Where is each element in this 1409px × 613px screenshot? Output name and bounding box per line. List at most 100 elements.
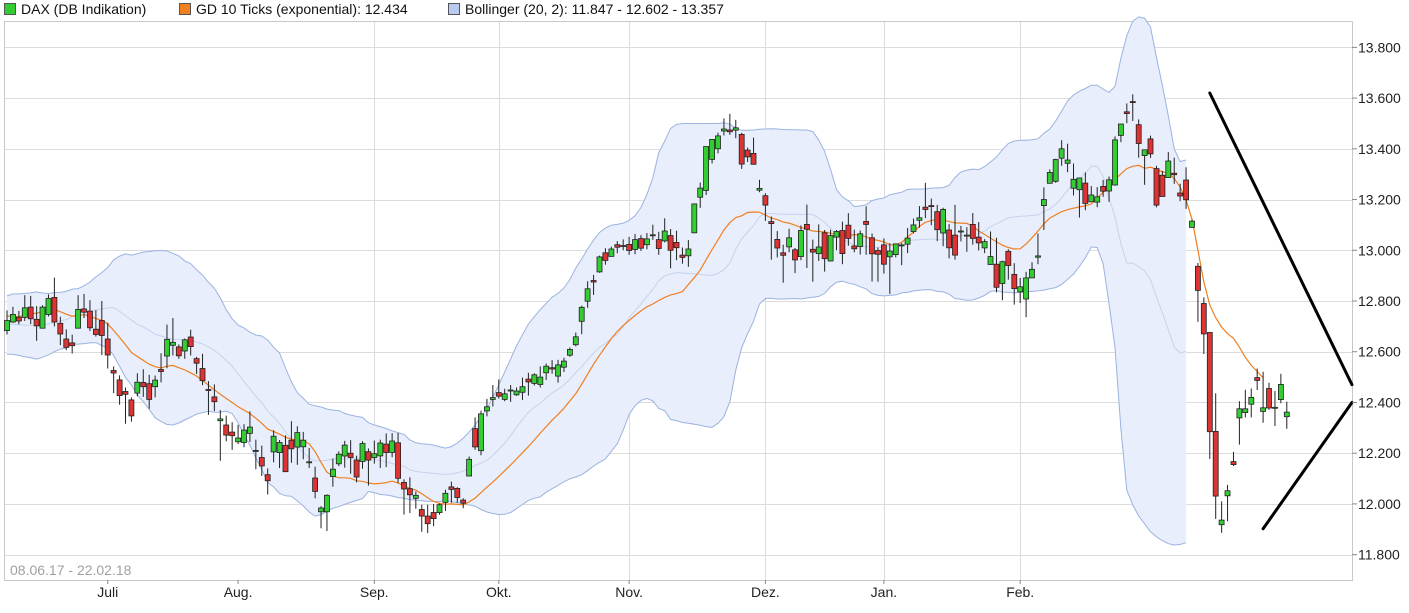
candle bbox=[584, 281, 591, 308]
x-tick-label: Aug. bbox=[224, 584, 253, 600]
candle bbox=[175, 344, 182, 359]
candle bbox=[620, 239, 627, 251]
candle bbox=[258, 445, 265, 476]
candle bbox=[1017, 277, 1024, 303]
candle bbox=[69, 334, 76, 354]
candle-body bbox=[821, 232, 828, 260]
bollinger-band bbox=[6, 16, 1187, 546]
candle-body bbox=[833, 231, 840, 238]
candle bbox=[1230, 451, 1237, 467]
candle-body bbox=[1159, 174, 1166, 197]
candle bbox=[916, 206, 923, 228]
candle bbox=[809, 239, 816, 282]
candle bbox=[235, 424, 242, 445]
candle bbox=[815, 224, 822, 261]
candle bbox=[75, 295, 81, 329]
bollinger-lower bbox=[7, 246, 1187, 546]
candle bbox=[608, 246, 615, 257]
candle-body bbox=[774, 238, 781, 249]
candle bbox=[1171, 157, 1178, 184]
candle-body bbox=[916, 217, 923, 221]
candle-body bbox=[644, 238, 650, 246]
candle-body bbox=[881, 244, 887, 265]
candle bbox=[525, 372, 532, 396]
candle bbox=[158, 353, 164, 383]
candle-body bbox=[661, 230, 668, 242]
candle bbox=[934, 204, 941, 242]
candle bbox=[211, 384, 218, 412]
candle-body bbox=[1177, 192, 1183, 197]
candle bbox=[383, 433, 390, 468]
candle-body bbox=[1272, 406, 1278, 409]
candle bbox=[389, 433, 396, 458]
candle bbox=[744, 147, 751, 162]
x-tick-label: Jan. bbox=[871, 584, 897, 600]
candle bbox=[495, 379, 502, 399]
candle bbox=[626, 236, 632, 255]
candle bbox=[110, 366, 117, 394]
candle-body bbox=[235, 437, 242, 443]
candle bbox=[57, 316, 64, 346]
candle bbox=[1242, 389, 1249, 418]
candle bbox=[45, 294, 52, 317]
candle-body bbox=[69, 342, 76, 347]
candle-body bbox=[904, 237, 911, 245]
candle-body bbox=[1135, 124, 1142, 144]
date-range-label: 08.06.17 - 22.02.18 bbox=[10, 562, 132, 578]
candle-body bbox=[312, 477, 319, 492]
candle-body bbox=[762, 195, 769, 206]
candle bbox=[1189, 219, 1195, 228]
candle bbox=[881, 238, 887, 274]
candle-body bbox=[1283, 411, 1290, 418]
candle-body bbox=[4, 320, 10, 332]
candle bbox=[169, 318, 176, 356]
candle-body bbox=[81, 308, 87, 313]
candle-body bbox=[300, 439, 307, 448]
candle-body bbox=[721, 128, 727, 132]
candle-body bbox=[306, 461, 313, 464]
candle bbox=[892, 243, 899, 258]
candle bbox=[614, 241, 621, 254]
candle-body bbox=[857, 233, 864, 247]
candle-body bbox=[365, 451, 372, 461]
candle-body bbox=[649, 234, 656, 237]
candle-body bbox=[572, 336, 579, 346]
candle bbox=[602, 248, 609, 265]
candle-body bbox=[264, 474, 271, 482]
candle-body bbox=[993, 263, 1000, 288]
trendline bbox=[1261, 400, 1354, 531]
candle-body bbox=[21, 307, 28, 318]
candle bbox=[412, 491, 419, 509]
candle-body bbox=[389, 440, 396, 453]
candle bbox=[318, 506, 324, 529]
candle bbox=[1195, 263, 1201, 322]
candle bbox=[294, 426, 301, 465]
candle bbox=[152, 375, 159, 398]
candle bbox=[199, 353, 206, 386]
candle-body bbox=[175, 346, 182, 357]
candle-body bbox=[371, 453, 378, 458]
candle bbox=[9, 306, 16, 323]
candle bbox=[241, 424, 247, 448]
candle-body bbox=[1088, 194, 1095, 203]
candle bbox=[1183, 167, 1189, 209]
candle-body bbox=[1029, 268, 1035, 279]
candle bbox=[466, 456, 473, 477]
candle bbox=[898, 243, 905, 266]
candle-body bbox=[685, 248, 692, 257]
candle-body bbox=[1035, 255, 1041, 258]
candle bbox=[632, 234, 638, 255]
x-tick-label: Nov. bbox=[615, 584, 643, 600]
candle bbox=[827, 229, 834, 262]
candle bbox=[1123, 103, 1130, 124]
candle-body bbox=[1129, 101, 1136, 103]
candle-body bbox=[875, 250, 881, 255]
candle-body bbox=[549, 367, 555, 370]
candle-body bbox=[134, 381, 141, 394]
candle bbox=[418, 504, 425, 532]
candle bbox=[140, 369, 147, 397]
candle-body bbox=[418, 509, 425, 517]
candle bbox=[1141, 149, 1148, 185]
candle-body bbox=[928, 205, 935, 208]
candle-body bbox=[892, 243, 899, 255]
